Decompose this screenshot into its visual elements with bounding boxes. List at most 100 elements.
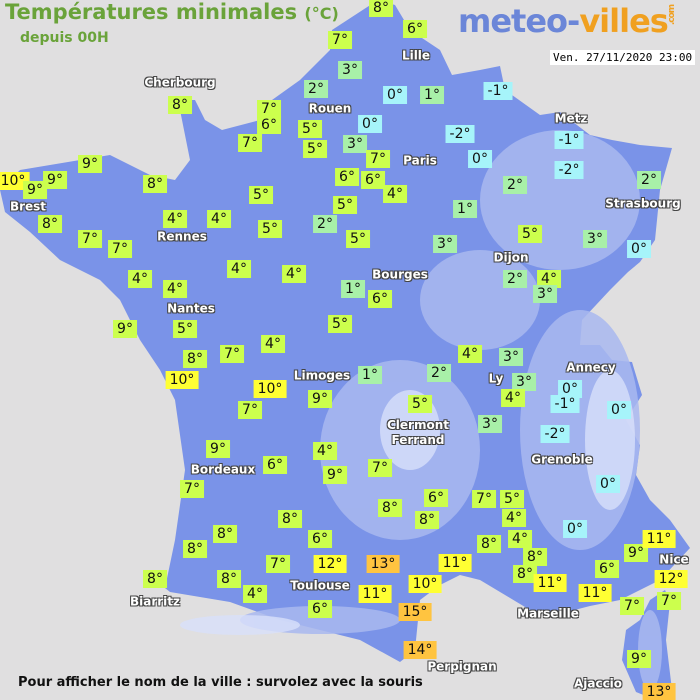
temperature-reading[interactable]: 0° xyxy=(607,401,631,419)
temperature-reading[interactable]: 9° xyxy=(43,171,67,189)
temperature-reading[interactable]: 3° xyxy=(478,415,502,433)
temperature-reading[interactable]: 4° xyxy=(227,260,251,278)
temperature-reading[interactable]: 6° xyxy=(308,600,332,618)
temperature-reading[interactable]: 10° xyxy=(0,172,30,190)
temperature-reading[interactable]: 4° xyxy=(163,280,187,298)
temperature-reading[interactable]: 8° xyxy=(183,540,207,558)
meteo-villes-logo[interactable]: meteo-villes .com xyxy=(458,2,677,40)
temperature-reading[interactable]: 4° xyxy=(207,210,231,228)
temperature-reading[interactable]: 12° xyxy=(654,570,688,588)
temperature-reading[interactable]: 0° xyxy=(596,475,620,493)
temperature-reading[interactable]: 4° xyxy=(501,389,525,407)
temperature-reading[interactable]: 10° xyxy=(408,575,442,593)
temperature-reading[interactable]: 3° xyxy=(499,348,523,366)
temperature-reading[interactable]: 8° xyxy=(213,525,237,543)
temperature-reading[interactable]: 7° xyxy=(108,240,132,258)
temperature-reading[interactable]: -1° xyxy=(554,131,584,149)
temperature-reading[interactable]: 4° xyxy=(261,335,285,353)
temperature-reading[interactable]: 0° xyxy=(558,380,582,398)
temperature-reading[interactable]: -1° xyxy=(550,395,580,413)
temperature-reading[interactable]: -2° xyxy=(445,125,475,143)
temperature-reading[interactable]: 4° xyxy=(163,210,187,228)
temperature-reading[interactable]: 5° xyxy=(173,320,197,338)
temperature-reading[interactable]: 4° xyxy=(508,530,532,548)
temperature-reading[interactable]: 7° xyxy=(266,555,290,573)
temperature-reading[interactable]: 0° xyxy=(358,115,382,133)
temperature-reading[interactable]: -2° xyxy=(540,425,570,443)
temperature-reading[interactable]: 2° xyxy=(503,176,527,194)
temperature-reading[interactable]: 0° xyxy=(627,240,651,258)
temperature-reading[interactable]: 7° xyxy=(238,134,262,152)
temperature-reading[interactable]: 8° xyxy=(143,175,167,193)
temperature-reading[interactable]: 6° xyxy=(595,560,619,578)
temperature-reading[interactable]: 7° xyxy=(657,592,681,610)
temperature-reading[interactable]: 8° xyxy=(378,499,402,517)
temperature-reading[interactable]: 5° xyxy=(258,220,282,238)
temperature-reading[interactable]: 13° xyxy=(366,555,400,573)
temperature-reading[interactable]: 6° xyxy=(361,171,385,189)
temperature-reading[interactable]: 5° xyxy=(298,120,322,138)
temperature-reading[interactable]: 2° xyxy=(304,80,328,98)
temperature-reading[interactable]: 11° xyxy=(642,530,676,548)
temperature-reading[interactable]: 6° xyxy=(257,116,281,134)
temperature-reading[interactable]: 2° xyxy=(427,364,451,382)
temperature-reading[interactable]: 10° xyxy=(253,380,287,398)
temperature-reading[interactable]: -2° xyxy=(554,161,584,179)
temperature-reading[interactable]: 8° xyxy=(38,215,62,233)
temperature-reading[interactable]: 5° xyxy=(518,225,542,243)
temperature-reading[interactable]: 1° xyxy=(420,86,444,104)
temperature-reading[interactable]: 7° xyxy=(368,459,392,477)
temperature-reading[interactable]: 6° xyxy=(424,489,448,507)
temperature-reading[interactable]: 1° xyxy=(358,366,382,384)
temperature-reading[interactable]: 3° xyxy=(533,285,557,303)
temperature-reading[interactable]: 15° xyxy=(398,603,432,621)
temperature-reading[interactable]: 4° xyxy=(458,345,482,363)
temperature-reading[interactable]: 8° xyxy=(369,0,393,17)
temperature-reading[interactable]: 14° xyxy=(403,641,437,659)
temperature-reading[interactable]: 11° xyxy=(578,584,612,602)
temperature-reading[interactable]: 8° xyxy=(143,570,167,588)
temperature-reading[interactable]: 8° xyxy=(168,96,192,114)
temperature-reading[interactable]: 3° xyxy=(583,230,607,248)
temperature-reading[interactable]: 6° xyxy=(335,168,359,186)
temperature-reading[interactable]: 0° xyxy=(468,150,492,168)
temperature-reading[interactable]: 7° xyxy=(472,490,496,508)
temperature-reading[interactable]: 9° xyxy=(206,440,230,458)
temperature-reading[interactable]: 4° xyxy=(383,185,407,203)
temperature-reading[interactable]: 5° xyxy=(408,395,432,413)
temperature-reading[interactable]: 0° xyxy=(563,520,587,538)
temperature-reading[interactable]: 7° xyxy=(180,480,204,498)
temperature-reading[interactable]: 8° xyxy=(523,548,547,566)
temperature-reading[interactable]: 8° xyxy=(477,535,501,553)
temperature-reading[interactable]: 5° xyxy=(333,196,357,214)
temperature-reading[interactable]: 6° xyxy=(368,290,392,308)
temperature-reading[interactable]: 3° xyxy=(512,373,536,391)
temperature-reading[interactable]: 5° xyxy=(500,490,524,508)
temperature-reading[interactable]: 7° xyxy=(328,31,352,49)
temperature-reading[interactable]: 5° xyxy=(346,230,370,248)
temperature-reading[interactable]: 4° xyxy=(313,442,337,460)
temperature-reading[interactable]: -1° xyxy=(483,82,513,100)
temperature-reading[interactable]: 9° xyxy=(323,466,347,484)
temperature-reading[interactable]: 7° xyxy=(238,401,262,419)
temperature-reading[interactable]: 7° xyxy=(257,100,281,118)
temperature-reading[interactable]: 3° xyxy=(343,135,367,153)
temperature-reading[interactable]: 9° xyxy=(627,650,651,668)
temperature-reading[interactable]: 2° xyxy=(503,270,527,288)
temperature-reading[interactable]: 4° xyxy=(128,270,152,288)
temperature-reading[interactable]: 8° xyxy=(513,565,537,583)
temperature-reading[interactable]: 8° xyxy=(278,510,302,528)
temperature-reading[interactable]: 12° xyxy=(313,555,347,573)
temperature-reading[interactable]: 5° xyxy=(303,140,327,158)
temperature-reading[interactable]: 2° xyxy=(313,215,337,233)
temperature-reading[interactable]: 7° xyxy=(220,345,244,363)
temperature-reading[interactable]: 0° xyxy=(383,86,407,104)
temperature-reading[interactable]: 6° xyxy=(403,20,427,38)
temperature-reading[interactable]: 9° xyxy=(78,155,102,173)
temperature-reading[interactable]: 1° xyxy=(453,200,477,218)
temperature-reading[interactable]: 4° xyxy=(537,270,561,288)
temperature-reading[interactable]: 9° xyxy=(23,181,47,199)
temperature-reading[interactable]: 5° xyxy=(249,186,273,204)
temperature-reading[interactable]: 9° xyxy=(113,320,137,338)
temperature-reading[interactable]: 8° xyxy=(415,511,439,529)
